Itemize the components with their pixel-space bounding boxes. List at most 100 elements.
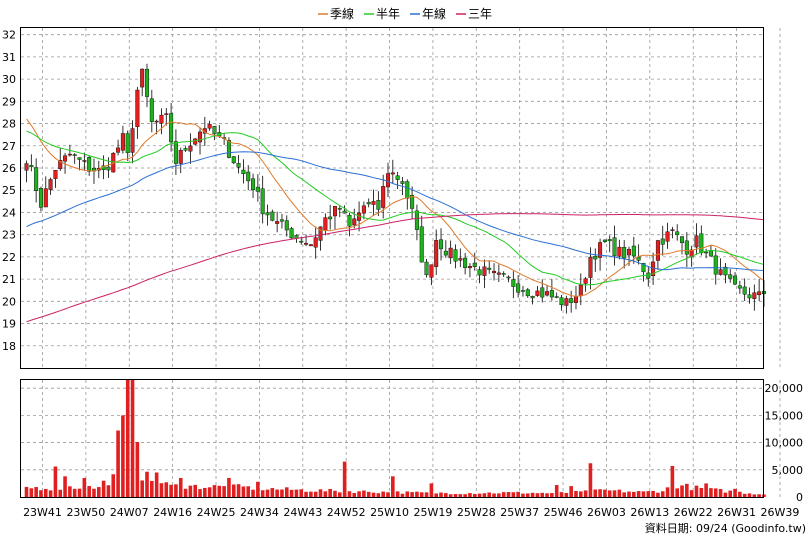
legend-label: 年線 — [422, 6, 446, 21]
volume-bar — [366, 491, 371, 497]
candle-body — [641, 263, 646, 273]
candle-body — [173, 141, 178, 164]
volume-tick-label: 5,000 — [772, 464, 804, 477]
price-tick-label: 20 — [2, 295, 16, 308]
candle-body — [405, 181, 410, 199]
volume-bar — [627, 491, 631, 497]
volume-bar — [646, 491, 651, 497]
volume-bar — [150, 480, 154, 497]
candle-body — [713, 255, 718, 275]
candle-body — [704, 251, 709, 254]
candle-body — [540, 287, 545, 298]
volume-bar — [347, 491, 352, 497]
candle-body — [87, 157, 92, 172]
candle-body — [684, 240, 689, 255]
candle-body — [675, 231, 680, 235]
volume-bar — [689, 490, 694, 497]
candle-body — [492, 270, 497, 274]
volume-bar — [545, 493, 549, 497]
volume-bar — [101, 480, 106, 497]
volume-bar — [34, 487, 38, 497]
volume-bar — [265, 489, 270, 497]
volume-bar — [275, 489, 279, 497]
volume-bar — [362, 490, 366, 497]
volume-bar — [159, 483, 164, 497]
x-tick-label: 24W07 — [110, 506, 149, 519]
candle-body — [337, 208, 342, 210]
candle-body — [602, 239, 607, 242]
volume-bar — [550, 493, 554, 497]
candle-body — [607, 239, 612, 242]
volume-bar — [530, 492, 535, 497]
volume-bar — [694, 485, 699, 497]
volume-bar — [203, 487, 207, 497]
candle-body — [458, 258, 463, 261]
candle-body — [34, 167, 39, 192]
candle-body — [198, 131, 203, 143]
volume-bar — [352, 492, 357, 497]
candle-body — [728, 274, 733, 279]
volume-bar — [603, 489, 607, 497]
candle-body — [255, 186, 260, 192]
candle-body — [617, 246, 622, 257]
volume-bar — [612, 490, 617, 497]
volume-bar — [492, 493, 496, 497]
volume-bar — [718, 488, 723, 497]
chart-grid — [21, 28, 781, 497]
legend: 季線 半年 年線 三年 — [318, 6, 492, 21]
volume-bar — [111, 474, 116, 497]
price-tick-label: 21 — [2, 273, 16, 286]
volume-bar — [313, 491, 318, 497]
candle-body — [43, 188, 48, 208]
volume-bar — [236, 484, 241, 497]
candle-body — [38, 188, 43, 208]
x-tick-label: 24W25 — [197, 506, 236, 519]
candle-body — [58, 159, 63, 169]
volume-bar — [574, 490, 578, 497]
candle-body — [294, 235, 299, 239]
candle-body — [169, 113, 174, 143]
volume-bar — [472, 493, 477, 497]
volume-bar — [246, 486, 251, 497]
candle-body — [525, 289, 530, 297]
candle-body — [226, 140, 231, 158]
volume-bar — [125, 379, 130, 497]
volume-bar — [280, 489, 284, 497]
volume-bar — [588, 463, 593, 497]
candle-body — [496, 272, 501, 275]
moving-average-line — [26, 130, 765, 286]
candle-body — [694, 235, 699, 248]
legend-label: 三年 — [468, 7, 492, 21]
candle-body — [627, 248, 632, 256]
price-tick-label: 29 — [2, 95, 16, 108]
volume-bar — [554, 485, 559, 497]
x-tick-label: 23W41 — [23, 506, 62, 519]
candle-body — [328, 216, 333, 220]
candle-body — [390, 172, 395, 175]
volume-bar — [477, 493, 482, 497]
volume-bar — [728, 490, 733, 497]
candle-body — [395, 175, 400, 180]
candle-body — [352, 218, 357, 226]
volume-bar — [632, 491, 636, 497]
volume-bar — [680, 485, 684, 497]
candle-body — [530, 296, 535, 299]
candle-body — [140, 68, 145, 88]
volume-bar — [656, 492, 660, 497]
candle-body — [699, 233, 704, 254]
candle-body — [154, 120, 159, 123]
volume-bar — [43, 488, 48, 497]
volume-bar — [738, 491, 742, 497]
candle-body — [554, 296, 559, 298]
volume-bar — [752, 494, 757, 497]
candle-body — [265, 212, 270, 216]
candle-body — [564, 298, 569, 306]
candle-body — [569, 298, 574, 303]
volume-bar — [318, 489, 323, 497]
volume-bar — [448, 494, 453, 497]
price-candles — [24, 63, 766, 314]
volume-bar — [251, 489, 255, 497]
price-tick-label: 25 — [2, 184, 16, 197]
x-tick-label: 24W52 — [327, 506, 366, 519]
